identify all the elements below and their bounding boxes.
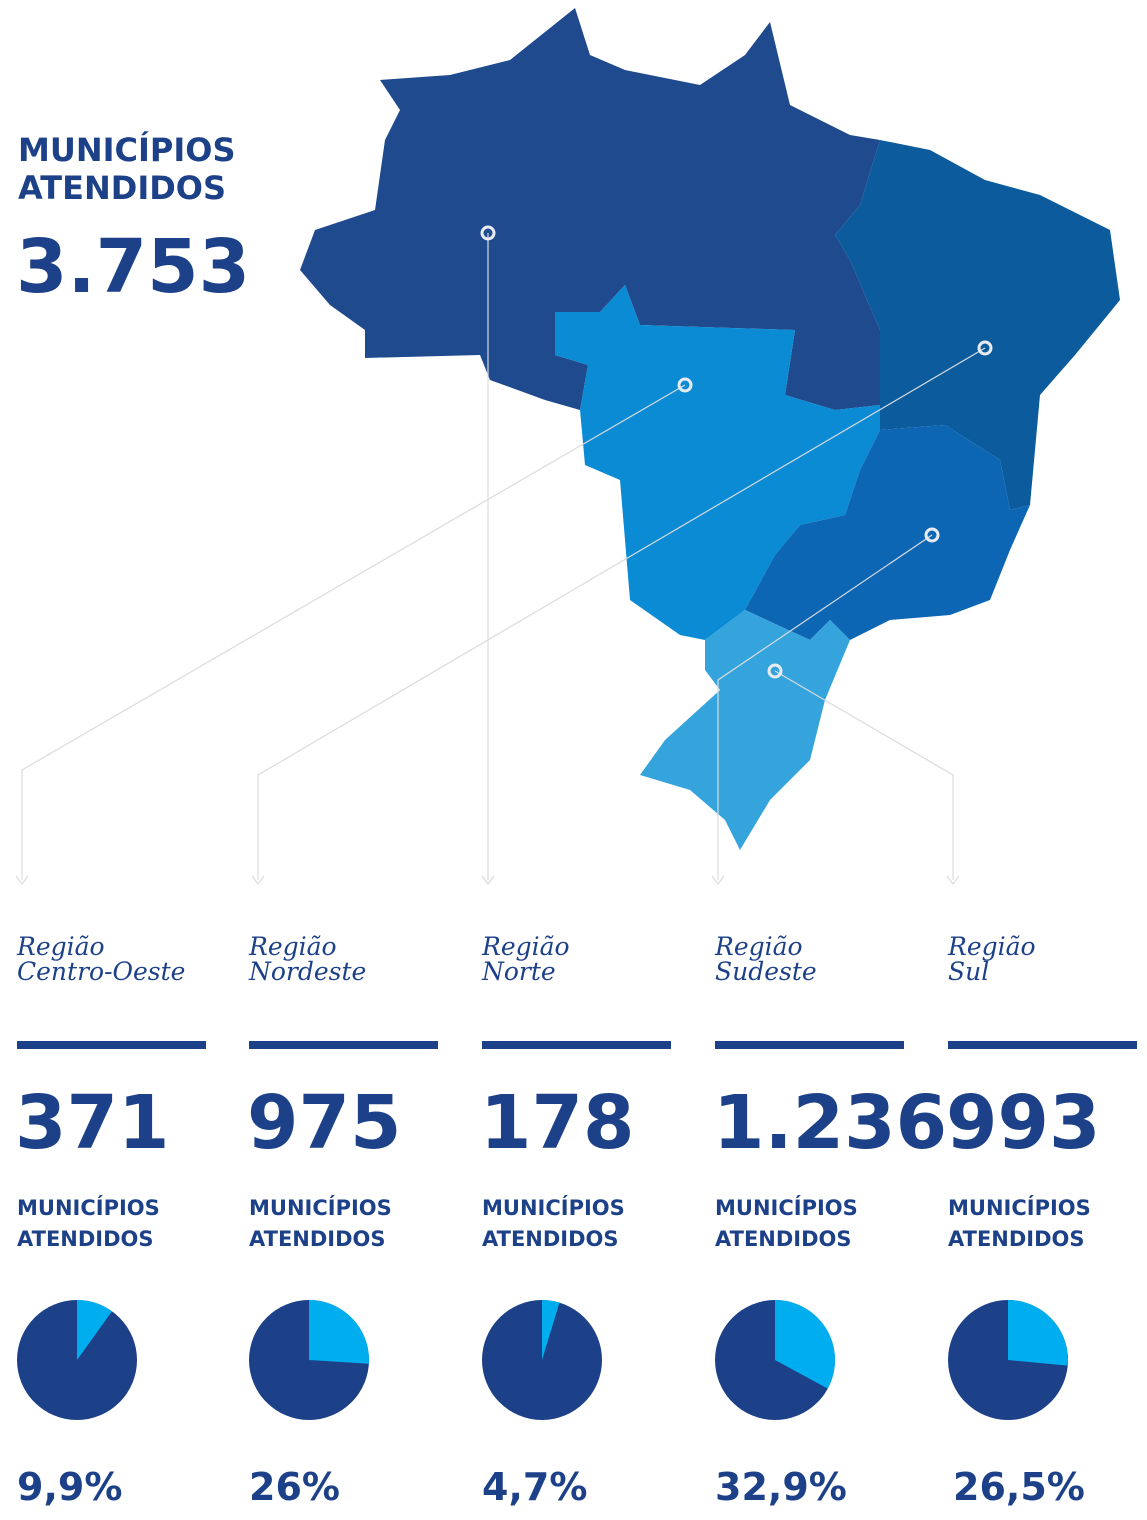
pie-slice bbox=[77, 1300, 112, 1360]
count-label: MUNICÍPIOS bbox=[17, 1195, 160, 1220]
count-label: ATENDIDOS bbox=[482, 1227, 619, 1251]
divider bbox=[948, 1041, 1137, 1049]
count: 371 bbox=[15, 1080, 169, 1166]
connector bbox=[21, 384, 686, 880]
count: 993 bbox=[946, 1080, 1100, 1166]
region-centro-oeste bbox=[555, 285, 880, 640]
region-name: Sudeste bbox=[715, 957, 817, 986]
region-sudeste bbox=[745, 425, 1030, 640]
brazil-map bbox=[300, 8, 1120, 850]
count-label: MUNICÍPIOS bbox=[482, 1195, 625, 1220]
pie-slice bbox=[775, 1300, 835, 1389]
connector bbox=[257, 347, 986, 880]
region-name: Nordeste bbox=[248, 957, 366, 986]
share-label: 26% bbox=[249, 1465, 340, 1509]
pie-slice bbox=[542, 1300, 560, 1360]
pie-slice bbox=[309, 1300, 369, 1364]
region-name: Região bbox=[16, 932, 105, 961]
count-label: MUNICÍPIOS bbox=[715, 1195, 858, 1220]
region-nordeste bbox=[835, 140, 1120, 510]
divider bbox=[17, 1041, 206, 1049]
connector bbox=[774, 670, 954, 880]
count-label: MUNICÍPIOS bbox=[249, 1195, 392, 1220]
divider bbox=[482, 1041, 671, 1049]
count-label: ATENDIDOS bbox=[17, 1227, 154, 1251]
count-label: ATENDIDOS bbox=[249, 1227, 386, 1251]
title-line: ATENDIDOS bbox=[18, 169, 226, 207]
pie-slice bbox=[1008, 1300, 1068, 1366]
share-label: 4,7% bbox=[482, 1465, 587, 1509]
map-dot bbox=[677, 377, 693, 393]
share-label: 9,9% bbox=[17, 1465, 122, 1509]
count-label: ATENDIDOS bbox=[715, 1227, 852, 1251]
title-line: MUNICÍPIOS bbox=[18, 131, 236, 169]
region-name: Região bbox=[714, 932, 803, 961]
count: 178 bbox=[480, 1080, 634, 1166]
share-label: 26,5% bbox=[953, 1465, 1085, 1509]
map-dot bbox=[767, 663, 783, 679]
count-label: MUNICÍPIOS bbox=[948, 1195, 1091, 1220]
map-dot bbox=[977, 340, 993, 356]
region-sul bbox=[640, 610, 850, 850]
arrow bbox=[15, 875, 960, 885]
region-name: Região bbox=[248, 932, 337, 961]
divider bbox=[715, 1041, 904, 1049]
divider bbox=[249, 1041, 438, 1049]
count: 1.236 bbox=[713, 1080, 947, 1166]
count-label: ATENDIDOS bbox=[948, 1227, 1085, 1251]
region-name: Norte bbox=[481, 957, 556, 986]
total: 3.753 bbox=[16, 224, 250, 310]
connector bbox=[717, 534, 933, 880]
share-label: 32,9% bbox=[715, 1465, 847, 1509]
region-name: Região bbox=[947, 932, 1036, 961]
region-name: Região bbox=[481, 932, 570, 961]
map-dot bbox=[924, 527, 940, 543]
regions: RegiãoCentro-Oeste371MUNICÍPIOSATENDIDOS… bbox=[15, 932, 1137, 1509]
region-name: Centro-Oeste bbox=[17, 957, 185, 986]
connectors bbox=[15, 225, 993, 885]
map-dot bbox=[480, 225, 496, 241]
region-norte bbox=[300, 8, 880, 410]
region-name: Sul bbox=[948, 957, 989, 986]
count: 975 bbox=[247, 1080, 401, 1166]
